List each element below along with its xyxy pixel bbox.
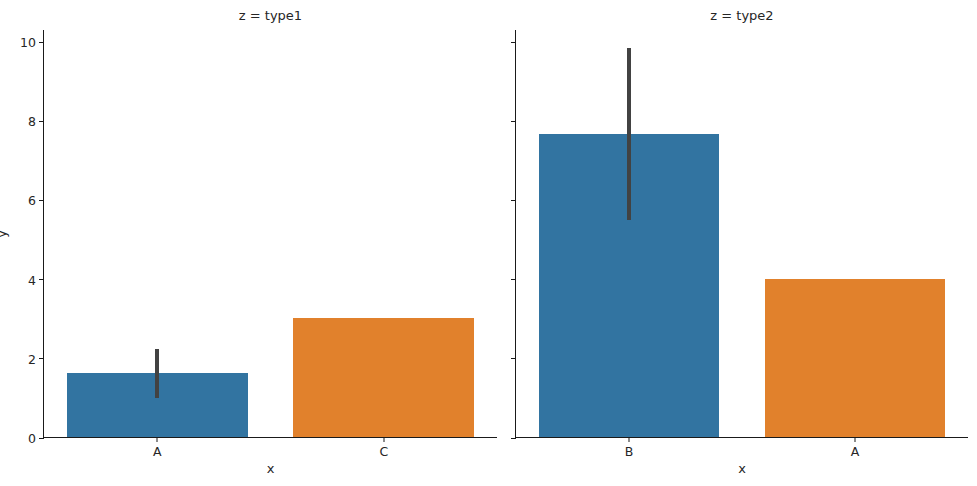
y-tick-label: 8 <box>28 115 36 128</box>
y-axis-spine <box>43 30 44 438</box>
x-tick-label: A <box>153 445 162 458</box>
bar-c <box>293 318 474 437</box>
x-tick-mark <box>855 438 856 442</box>
bar-a <box>765 279 946 437</box>
x-tick-mark <box>629 438 630 442</box>
y-tick-mark <box>511 438 516 439</box>
y-axis-spine <box>515 30 516 438</box>
facet-title: z = type1 <box>44 8 497 23</box>
y-tick-mark <box>39 279 44 280</box>
x-tick-label: B <box>625 445 634 458</box>
y-tick-mark <box>511 121 516 122</box>
facet-title: z = type2 <box>516 8 968 23</box>
y-tick-mark <box>39 121 44 122</box>
y-tick-mark <box>39 200 44 201</box>
y-tick-mark <box>511 358 516 359</box>
x-axis-label: x <box>44 462 497 476</box>
error-bar-a <box>155 349 159 399</box>
x-axis-spine <box>515 437 968 438</box>
x-tick-mark <box>383 438 384 442</box>
y-tick-label: 2 <box>28 352 36 365</box>
bar-chart-figure: y z = type10246810ACxz = type2BAx <box>0 0 977 486</box>
x-tick-mark <box>157 438 158 442</box>
y-axis-label: y <box>0 222 13 246</box>
x-axis-label: x <box>516 462 968 476</box>
x-axis-spine <box>43 437 497 438</box>
y-tick-mark <box>511 200 516 201</box>
y-tick-mark <box>39 358 44 359</box>
y-tick-label: 10 <box>20 36 36 49</box>
y-tick-label: 4 <box>28 273 36 286</box>
y-tick-mark <box>511 42 516 43</box>
y-tick-mark <box>39 42 44 43</box>
x-tick-label: C <box>379 445 388 458</box>
y-tick-mark <box>39 438 44 439</box>
y-tick-label: 6 <box>28 194 36 207</box>
facet-panel-1: z = type10246810ACx <box>44 30 497 438</box>
facet-panel-2: z = type2BAx <box>516 30 968 438</box>
error-bar-b <box>627 48 631 220</box>
y-tick-label: 0 <box>28 432 36 445</box>
x-tick-label: A <box>851 445 860 458</box>
y-tick-mark <box>511 279 516 280</box>
